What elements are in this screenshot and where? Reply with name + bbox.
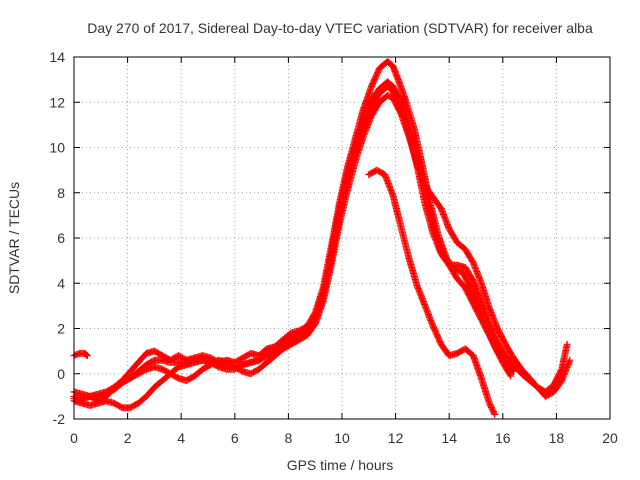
x-tick-label: 20 [602,430,618,446]
y-tick-label: -2 [53,411,66,427]
y-tick-label: 10 [49,140,65,156]
data-point [507,372,515,380]
data-point [83,351,90,359]
y-tick-label: 0 [57,366,65,382]
series-track-5 [365,166,499,418]
x-tick-label: 2 [124,430,132,446]
data-point [509,366,516,374]
x-tick-label: 18 [549,430,565,446]
y-tick-label: 14 [49,49,65,65]
data-point [566,356,574,364]
y-tick-label: 8 [57,185,65,201]
x-axis-label: GPS time / hours [287,457,394,473]
y-tick-label: 4 [57,275,65,291]
data-point [491,411,499,418]
grid [74,57,610,419]
axis-ticks [73,56,611,420]
x-tick-label: 8 [285,430,293,446]
data-point [506,371,514,379]
chart-title: Day 270 of 2017, Sidereal Day-to-day VTE… [87,20,593,36]
x-tick-label: 14 [441,430,457,446]
data-point [563,340,571,348]
data-point [490,409,498,417]
x-tick-label: 12 [388,430,404,446]
y-axis-label: SDTVAR / TECUs [6,182,22,294]
x-tick-label: 4 [177,430,185,446]
data-points [70,58,574,418]
data-point [510,368,517,375]
data-point [562,366,570,374]
x-tick-label: 6 [231,430,239,446]
y-tick-label: 12 [49,94,65,110]
x-tick-label: 10 [334,430,350,446]
x-tick-label: 16 [495,430,511,446]
data-point [83,352,91,360]
y-tick-label: 6 [57,230,65,246]
series-track-4 [70,92,574,400]
x-tick-label: 0 [70,430,78,446]
y-tick-label: 2 [57,321,65,337]
